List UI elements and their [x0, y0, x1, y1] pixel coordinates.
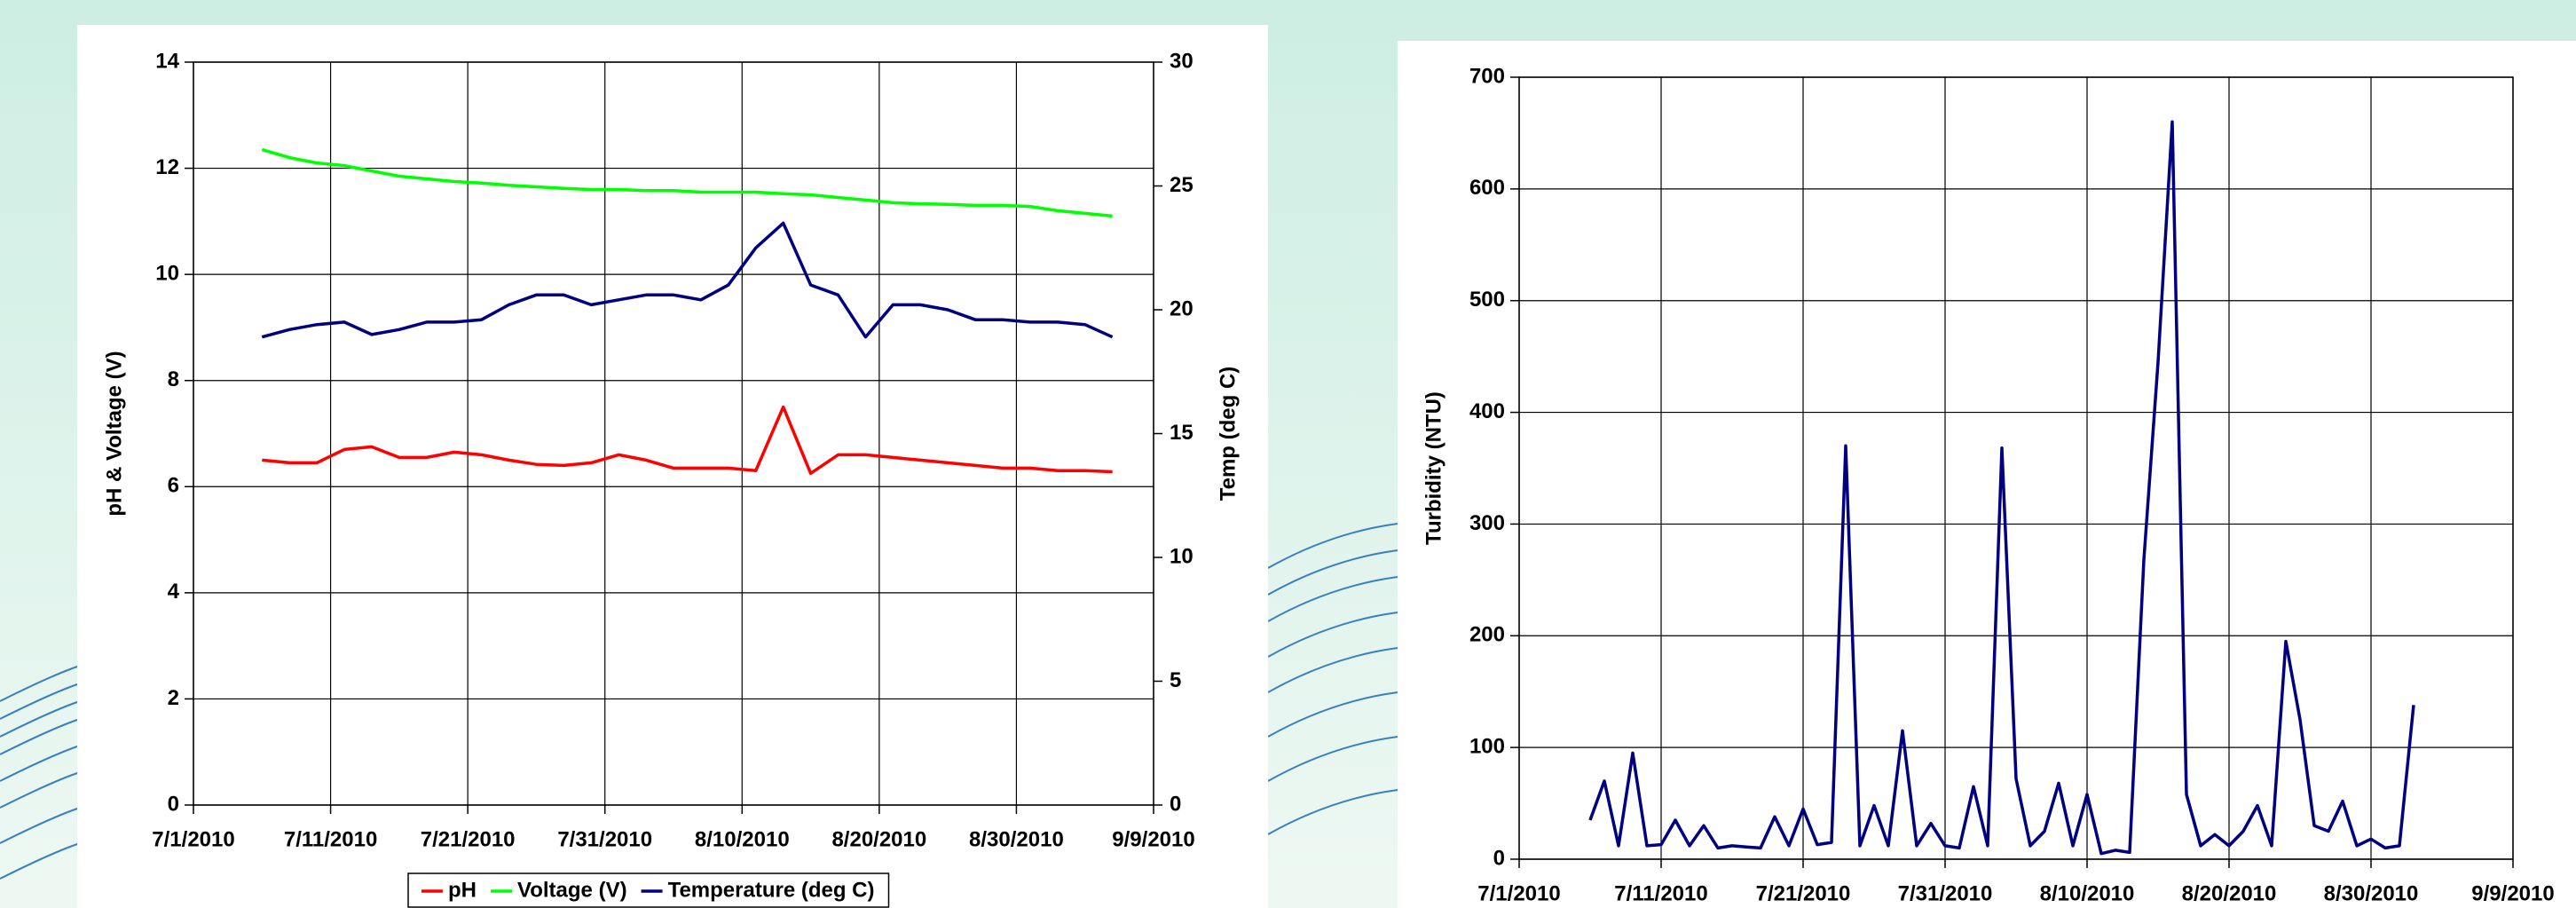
y2-axis-title: Temp (deg C) — [1216, 367, 1240, 501]
x-tick-label: 7/21/2010 — [421, 827, 516, 851]
y2-tick-label: 5 — [1170, 668, 1181, 692]
legend-label: Voltage (V) — [517, 878, 627, 902]
y2-tick-label: 15 — [1170, 421, 1193, 445]
x-tick-label: 8/30/2010 — [969, 827, 1064, 851]
y-tick-label: 8 — [168, 367, 179, 391]
legend-box — [407, 872, 890, 908]
y-tick-label: 12 — [155, 155, 179, 179]
data-line — [261, 147, 1113, 218]
y-tick-label: 6 — [168, 474, 179, 498]
legend-label: pH — [448, 878, 477, 902]
y-tick-label: 14 — [155, 49, 179, 73]
data-line — [262, 405, 1113, 476]
y-tick-label: 100 — [1469, 734, 1505, 758]
y-axis-title: Turbidity (NTU) — [1422, 391, 1446, 545]
x-tick-label: 8/10/2010 — [2040, 881, 2135, 905]
y-tick-label: 4 — [168, 580, 180, 604]
legend-label: Temperature (deg C) — [668, 878, 875, 902]
y-tick-label: 500 — [1469, 288, 1505, 312]
y-tick-label: 700 — [1469, 64, 1505, 88]
y-tick-label: 200 — [1469, 623, 1505, 647]
y-tick-label: 0 — [168, 792, 179, 816]
y-tick-label: 10 — [155, 261, 179, 285]
legend: pH Voltage (V) Temperature (deg C) — [407, 872, 890, 908]
x-tick-label: 8/30/2010 — [2324, 881, 2419, 905]
data-line — [261, 221, 1114, 339]
y-tick-label: 2 — [168, 686, 179, 710]
x-tick-label: 7/31/2010 — [557, 827, 652, 851]
y2-tick-label: 10 — [1170, 544, 1193, 568]
y-axis-title: pH & Voltage (V) — [102, 351, 126, 516]
plot-frame — [1518, 76, 2514, 860]
y-tick-label: 400 — [1469, 399, 1505, 423]
y-tick-label: 600 — [1469, 176, 1505, 200]
x-tick-label: 7/21/2010 — [1756, 881, 1851, 905]
x-tick-label: 7/1/2010 — [1477, 881, 1560, 905]
plot-frame — [193, 61, 1154, 806]
x-tick-label: 7/11/2010 — [1614, 881, 1707, 905]
data-line — [1588, 120, 2415, 856]
x-tick-label: 7/1/2010 — [152, 827, 234, 851]
x-tick-label: 8/20/2010 — [831, 827, 926, 851]
y-tick-label: 300 — [1469, 511, 1505, 535]
y2-tick-label: 0 — [1170, 792, 1181, 816]
x-tick-label: 8/20/2010 — [2182, 881, 2277, 905]
y2-tick-label: 25 — [1170, 173, 1193, 197]
x-tick-label: 9/9/2010 — [1112, 827, 1194, 851]
y-tick-label: 0 — [1493, 846, 1505, 870]
chart-panel — [1398, 41, 2576, 908]
x-tick-label: 9/9/2010 — [2471, 881, 2554, 905]
x-tick-label: 8/10/2010 — [695, 827, 790, 851]
y2-tick-label: 30 — [1170, 49, 1193, 73]
x-tick-label: 7/31/2010 — [1898, 881, 1993, 905]
y2-tick-label: 20 — [1170, 296, 1193, 320]
x-tick-label: 7/11/2010 — [284, 827, 377, 851]
decor-waves — [0, 523, 1398, 880]
